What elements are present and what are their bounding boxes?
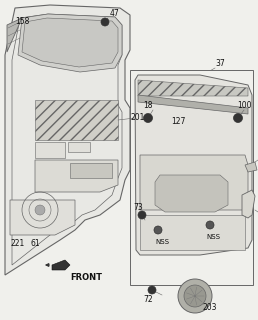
Circle shape [138,211,146,219]
Polygon shape [35,160,118,192]
Circle shape [154,226,162,234]
Polygon shape [68,142,90,152]
Polygon shape [242,190,255,218]
Text: FRONT: FRONT [70,274,102,283]
Circle shape [206,221,214,229]
Text: 158: 158 [15,18,29,27]
Text: 201: 201 [131,114,145,123]
Text: NSS: NSS [155,239,169,245]
Polygon shape [138,95,248,114]
Polygon shape [135,75,252,255]
Circle shape [233,114,243,123]
Polygon shape [18,14,122,72]
Polygon shape [10,200,75,235]
Text: 37: 37 [215,59,225,68]
Polygon shape [245,162,257,172]
Polygon shape [22,18,118,67]
Circle shape [184,285,206,307]
Text: 100: 100 [237,100,251,109]
Text: 203: 203 [203,303,217,313]
Text: 72: 72 [143,294,153,303]
Text: 73: 73 [133,204,143,212]
Bar [130,70,253,285]
Circle shape [35,205,45,215]
Text: 61: 61 [30,238,40,247]
Polygon shape [5,5,130,275]
Polygon shape [52,260,70,270]
Text: 221: 221 [11,238,25,247]
Circle shape [143,114,152,123]
Polygon shape [155,175,228,212]
Polygon shape [140,155,248,210]
Text: 18: 18 [143,100,153,109]
Polygon shape [35,142,65,158]
Polygon shape [35,100,118,140]
Polygon shape [7,18,22,52]
Text: 47: 47 [110,9,120,18]
Text: NSS: NSS [206,234,220,240]
Circle shape [148,286,156,294]
Circle shape [178,279,212,313]
Text: 202: 202 [257,211,258,220]
Text: 205: 205 [257,154,258,163]
Text: 127: 127 [171,117,185,126]
Polygon shape [70,163,112,178]
Circle shape [101,18,109,26]
Polygon shape [140,215,245,250]
Polygon shape [138,80,248,96]
